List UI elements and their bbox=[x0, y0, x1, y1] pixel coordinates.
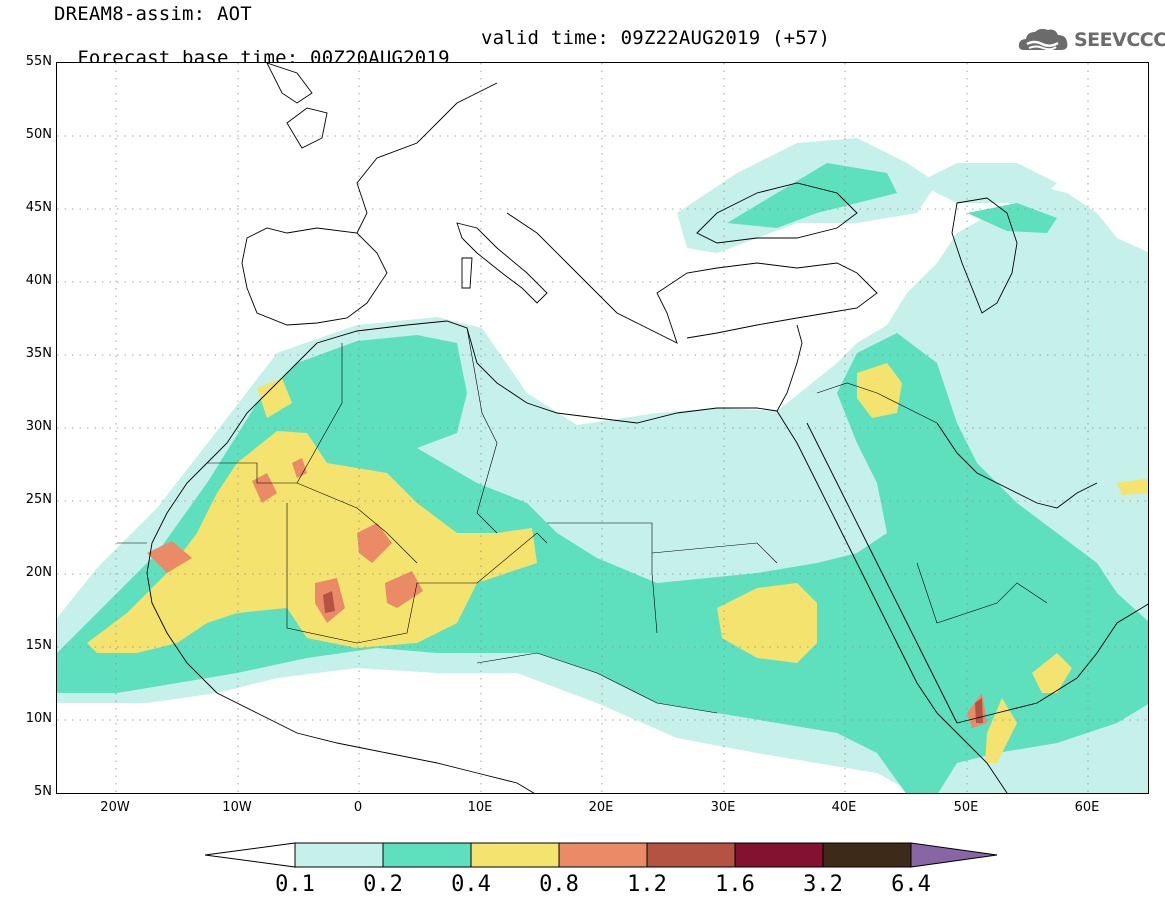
cloud-icon bbox=[1018, 28, 1068, 51]
colorbar-segment bbox=[646, 842, 736, 868]
lat-label: 15N bbox=[25, 638, 52, 653]
lon-label: 40E bbox=[831, 800, 857, 815]
map-area bbox=[56, 62, 1149, 794]
coastlines bbox=[146, 63, 1148, 793]
lon-label: 20E bbox=[588, 800, 614, 815]
colorbar-segment bbox=[734, 842, 824, 868]
lon-label: 60E bbox=[1074, 800, 1100, 815]
lat-label: 30N bbox=[25, 419, 52, 434]
colorbar-segment bbox=[382, 842, 472, 868]
lat-label: 45N bbox=[25, 200, 52, 215]
lat-label: 35N bbox=[25, 346, 52, 361]
lat-label: 55N bbox=[25, 54, 52, 69]
colorbar-low-arrow bbox=[205, 842, 296, 868]
map-canvas bbox=[57, 63, 1148, 793]
lon-label: 50E bbox=[953, 800, 979, 815]
valid-time: valid time: 09Z22AUG2019 (+57) bbox=[481, 27, 831, 49]
aot-field-1.2-1.6 bbox=[323, 591, 983, 723]
colorbar-segment bbox=[294, 842, 384, 868]
country-borders bbox=[117, 327, 1048, 714]
aot-colorbar bbox=[205, 842, 998, 868]
colorbar-segment bbox=[558, 842, 648, 868]
lon-label: 10E bbox=[467, 800, 493, 815]
colorbar-label: 0.8 bbox=[539, 872, 579, 897]
colorbar-label: 0.4 bbox=[451, 872, 491, 897]
colorbar-segment bbox=[822, 842, 912, 868]
aot-field-0.4-0.8 bbox=[87, 363, 1148, 763]
logo-text: SEEVCCC bbox=[1074, 29, 1165, 51]
colorbar-high-arrow bbox=[910, 842, 998, 868]
lat-label: 20N bbox=[25, 565, 52, 580]
lat-label: 50N bbox=[25, 127, 52, 142]
lat-label: 25N bbox=[25, 492, 52, 507]
lat-label: 40N bbox=[25, 273, 52, 288]
colorbar-segment bbox=[470, 842, 560, 868]
colorbar-label: 3.2 bbox=[803, 872, 843, 897]
aot-field-0.2-0.4 bbox=[57, 163, 1148, 793]
colorbar-label: 6.4 bbox=[891, 872, 931, 897]
colorbar-label: 1.6 bbox=[715, 872, 755, 897]
lat-label: 10N bbox=[25, 711, 52, 726]
lon-label: 0 bbox=[353, 800, 363, 815]
lat-label: 5N bbox=[34, 784, 52, 799]
colorbar-label: 1.2 bbox=[627, 872, 667, 897]
lon-label: 20W bbox=[100, 800, 130, 815]
lon-label: 30E bbox=[710, 800, 736, 815]
lon-label: 10W bbox=[222, 800, 252, 815]
seevccc-logo: SEEVCCC bbox=[1016, 24, 1165, 56]
colorbar-label: 0.1 bbox=[275, 872, 315, 897]
colorbar-label: 0.2 bbox=[363, 872, 403, 897]
chart-title: DREAM8-assim: AOT bbox=[54, 3, 252, 25]
